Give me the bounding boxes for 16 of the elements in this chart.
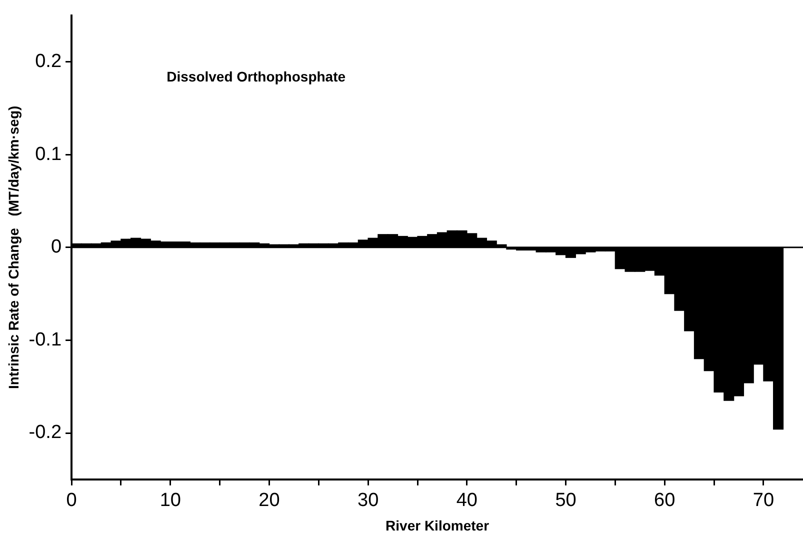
y-tick-label: 0.1 (35, 144, 62, 165)
x-tick-label: 70 (752, 490, 774, 512)
x-tick-label: 30 (358, 490, 379, 512)
x-tick-label: 50 (555, 490, 576, 512)
x-tick-label: 40 (456, 490, 478, 512)
y-tick-label: 0 (50, 236, 62, 258)
x-tick-label: 0 (66, 490, 77, 512)
x-tick-label: 60 (654, 490, 676, 512)
x-tick-label: 20 (258, 490, 280, 512)
x-tick-label: 10 (160, 490, 181, 512)
y-tick-label: -0.2 (28, 422, 62, 444)
x-axis-title: River Kilometer (386, 517, 490, 534)
annotation: Dissolved Orthophosphate (166, 68, 346, 84)
y-tick-label: -0.1 (28, 329, 62, 350)
y-tick-label: 0.2 (35, 51, 62, 72)
y-axis-title: Intrinsic Rate of Change (MT/day/km·seg) (5, 106, 22, 389)
